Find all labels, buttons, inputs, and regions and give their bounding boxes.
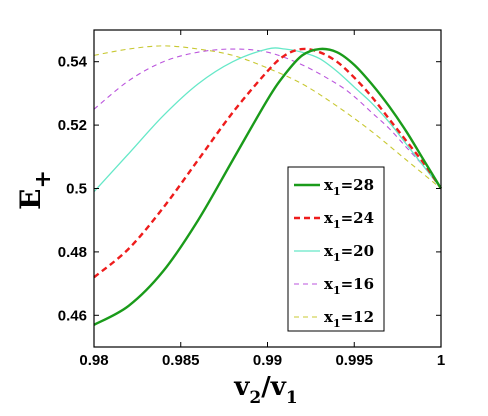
legend-box: [287, 166, 385, 332]
y-axis-title-sub: +: [30, 170, 56, 188]
x-axis-title-sub2: 1: [286, 388, 298, 408]
y-tick-label: 0.5: [66, 181, 87, 198]
x-tick-label: 0.99: [253, 352, 282, 369]
x-tick-label: 0.985: [162, 352, 200, 369]
legend-label: x1=12: [324, 308, 374, 330]
x-axis-title-slash: /v: [261, 372, 286, 402]
series-line-28: [93, 47, 443, 326]
series-line-20: [93, 47, 442, 193]
x-axis-title-main: v: [233, 372, 250, 402]
legend-label: x1=20: [324, 242, 374, 264]
x-tick-label: 0.98: [79, 352, 108, 369]
legend-layer: x1=28 x1=24 x1=20 x1=16 x1=12: [287, 166, 385, 332]
x-tick-label: 1: [437, 352, 445, 369]
plot-frame: [93, 29, 442, 348]
y-tick-label: 0.52: [58, 117, 87, 134]
y-tick-label: 0.48: [58, 244, 87, 261]
y-tick-label: 0.46: [58, 307, 87, 324]
series-line-24: [93, 47, 442, 279]
y-axis-title-main: E: [14, 189, 47, 210]
x-tick-label: 0.995: [335, 352, 373, 369]
legend-label: x1=16: [324, 275, 374, 297]
series-line-12: [93, 45, 442, 189]
x-axis-title-sub1: 2: [249, 388, 261, 408]
legend-label: x1=24: [324, 209, 374, 231]
y-tick-label: 0.54: [58, 54, 88, 71]
x-axis-title: v2/v1: [233, 372, 297, 408]
series-layer: [93, 45, 443, 326]
ticks-layer: 0.98 0.985 0.99 0.995 1 0.46 0.48 0.5 0.52 0.54: [58, 30, 445, 369]
y-axis-title: E+: [14, 170, 56, 210]
legend-label: x1=28: [324, 176, 374, 198]
